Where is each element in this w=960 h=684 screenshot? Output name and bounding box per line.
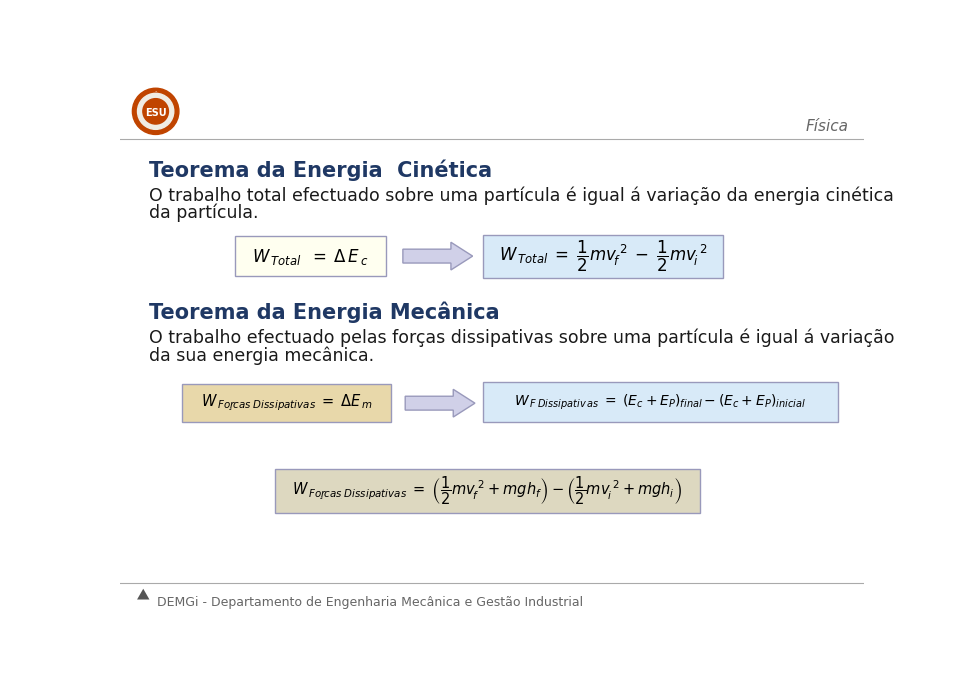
Text: Física: Física	[805, 119, 849, 134]
Polygon shape	[403, 242, 472, 270]
FancyBboxPatch shape	[483, 235, 723, 278]
Text: $W_{\,\mathit{Total}}\; =\; \dfrac{1}{2}mv_{\!f}^{\;2} \;-\; \dfrac{1}{2}mv_{\!i: $W_{\,\mathit{Total}}\; =\; \dfrac{1}{2}…	[498, 239, 707, 274]
Text: $W_{\,\mathit{Total}}\;\; = \;\Delta \,E_{\,c}$: $W_{\,\mathit{Total}}\;\; = \;\Delta \,E…	[252, 247, 369, 267]
Text: ESU: ESU	[145, 108, 166, 118]
Text: ·: ·	[155, 89, 156, 95]
Text: Teorema da Energia  Cinética: Teorema da Energia Cinética	[150, 159, 492, 181]
FancyBboxPatch shape	[182, 384, 392, 423]
FancyBboxPatch shape	[275, 469, 700, 513]
Text: da partícula.: da partícula.	[150, 204, 259, 222]
Circle shape	[132, 88, 179, 135]
Circle shape	[137, 93, 174, 129]
Text: da sua energia mecânica.: da sua energia mecânica.	[150, 346, 374, 365]
Text: O trabalho efectuado pelas forças dissipativas sobre uma partícula é igual á var: O trabalho efectuado pelas forças dissip…	[150, 328, 895, 347]
Text: DEMGi - Departamento de Engenharia Mecânica e Gestão Industrial: DEMGi - Departamento de Engenharia Mecân…	[157, 596, 584, 609]
Polygon shape	[405, 389, 475, 417]
Text: $W_{\,\mathit{For\!\!\;\c cas\;Dissipativas}}\; =\; \left(\dfrac{1}{2}mv_{\!f}^{: $W_{\,\mathit{For\!\!\;\c cas\;Dissipati…	[292, 475, 683, 508]
Text: Teorema da Energia Mecânica: Teorema da Energia Mecânica	[150, 302, 500, 323]
Circle shape	[143, 98, 168, 124]
Text: O trabalho total efectuado sobre uma partícula é igual á variação da energia cin: O trabalho total efectuado sobre uma par…	[150, 186, 895, 205]
Polygon shape	[137, 589, 150, 599]
FancyBboxPatch shape	[483, 382, 838, 423]
FancyBboxPatch shape	[234, 236, 386, 276]
Text: $W_{\,\mathit{For\!\!\;\c cas\;Dissipativas}}\; = \;\Delta E_{\,m}$: $W_{\,\mathit{For\!\!\;\c cas\;Dissipati…	[201, 393, 372, 413]
Text: $W_{\,F\;\mathit{Dissipativ\,as}}\; =\; (E_c + E_P)_{\mathit{final}} - (E_c + E_: $W_{\,F\;\mathit{Dissipativ\,as}}\; =\; …	[515, 393, 806, 412]
